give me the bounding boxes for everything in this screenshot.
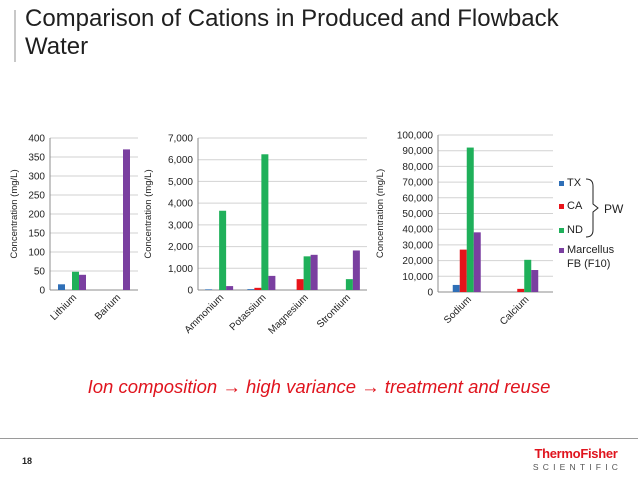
chart3-bar — [452, 284, 460, 292]
chart2-bar — [247, 289, 255, 290]
chart3-ytick-label: 20,000 — [402, 256, 433, 267]
chart2-ytick-label: 6,000 — [168, 155, 193, 166]
chart1-ytick-label: 200 — [28, 210, 45, 221]
legend-bracket — [585, 178, 599, 238]
chart1-ytick-label: 50 — [34, 267, 46, 278]
legend-label: CA — [567, 200, 583, 212]
chart2-bar — [345, 279, 353, 290]
chart2-ytick-label: 1,000 — [168, 264, 193, 275]
legend-label: FB (F10) — [567, 258, 610, 270]
chart3-ytick-label: 50,000 — [402, 209, 433, 220]
chart2-y-axis-label: Concentration (mg/L) — [143, 169, 154, 258]
chart2-category-label: Magnesium — [266, 292, 310, 336]
chart1-ytick-label: 150 — [28, 229, 45, 240]
chart1-ytick-label: 400 — [28, 134, 45, 145]
chart2-bar — [310, 254, 318, 290]
chart2-bar — [254, 287, 262, 290]
chart3-category-label: Calcium — [498, 294, 531, 327]
chart3-ytick-label: 0 — [427, 288, 433, 299]
chart1-ytick-label: 0 — [39, 286, 45, 297]
chart3-ytick-label: 10,000 — [402, 272, 433, 283]
chart3-ytick-label: 70,000 — [402, 178, 433, 189]
legend-group-label: PW — [604, 202, 624, 216]
chart2-bar — [352, 250, 360, 290]
chart3-ytick-label: 90,000 — [402, 146, 433, 157]
legend-swatch — [559, 204, 564, 209]
chart2-bar — [219, 210, 227, 290]
chart1-ytick-label: 100 — [28, 248, 45, 259]
chart3-bar — [466, 147, 474, 292]
logo-main-text: ThermoFisher — [534, 446, 618, 461]
chart3-bar — [517, 288, 525, 292]
chart3-bar — [531, 270, 539, 292]
chart1-bar — [123, 149, 130, 290]
chart3-ytick-label: 40,000 — [402, 225, 433, 236]
chart3-y-axis-label: Concentration (mg/L) — [375, 169, 386, 258]
chart2-category-label: Potassium — [228, 292, 269, 333]
chart1-y-axis-label: Concentration (mg/L) — [9, 169, 20, 258]
tagline: Ion composition → high variance → treatm… — [87, 376, 551, 397]
chart1-bar — [72, 271, 79, 290]
thermofisher-logo: ThermoFisher SCIENTIFIC — [520, 447, 632, 473]
chart2-bar — [268, 275, 276, 290]
chart2-ytick-label: 3,000 — [168, 220, 193, 231]
chart1-bar — [58, 284, 65, 290]
chart1-ytick-label: 250 — [28, 191, 45, 202]
chart1-category-label: Lithium — [49, 292, 80, 323]
chart2-bar — [303, 256, 311, 290]
chart2-ytick-label: 5,000 — [168, 177, 193, 188]
logo-sub-text: SCIENTIFIC — [532, 462, 623, 472]
chart2-bar — [205, 289, 213, 290]
legend-label: TX — [567, 177, 582, 189]
slide-title: Comparison of Cations in Produced and Fl… — [25, 5, 559, 60]
chart2-ytick-label: 7,000 — [168, 134, 193, 145]
chart2-bar — [261, 154, 269, 290]
legend-swatch — [559, 228, 564, 233]
chart3-ytick-label: 100,000 — [397, 131, 434, 142]
chart2-ytick-label: 2,000 — [168, 242, 193, 253]
chart2-ytick-label: 4,000 — [168, 199, 193, 210]
chart2-bar — [226, 286, 234, 290]
legend-swatch — [559, 181, 564, 186]
chart3-category-label: Sodium — [442, 294, 474, 326]
chart3-bar — [459, 249, 467, 292]
footer-rule — [0, 438, 638, 439]
chart3-bar — [473, 232, 481, 292]
chart3-ytick-label: 80,000 — [402, 162, 433, 173]
chart1-category-label: Barium — [93, 292, 123, 322]
chart3-ytick-label: 30,000 — [402, 240, 433, 251]
legend-swatch — [559, 248, 564, 253]
chart2-category-label: Strontium — [315, 292, 353, 330]
chart1-ytick-label: 300 — [28, 172, 45, 183]
legend-label: ND — [567, 224, 583, 236]
legend-label: Marcellus — [567, 244, 615, 256]
page-number: 18 — [22, 456, 33, 466]
chart2-ytick-label: 0 — [187, 286, 193, 297]
title-accent-rule — [14, 10, 16, 62]
chart2-bar — [296, 279, 304, 290]
chart3-ytick-label: 60,000 — [402, 193, 433, 204]
chart3-bar — [524, 259, 532, 292]
chart2-category-label: Ammonium — [183, 292, 227, 336]
chart1-ytick-label: 350 — [28, 153, 45, 164]
chart1-bar — [79, 274, 86, 290]
